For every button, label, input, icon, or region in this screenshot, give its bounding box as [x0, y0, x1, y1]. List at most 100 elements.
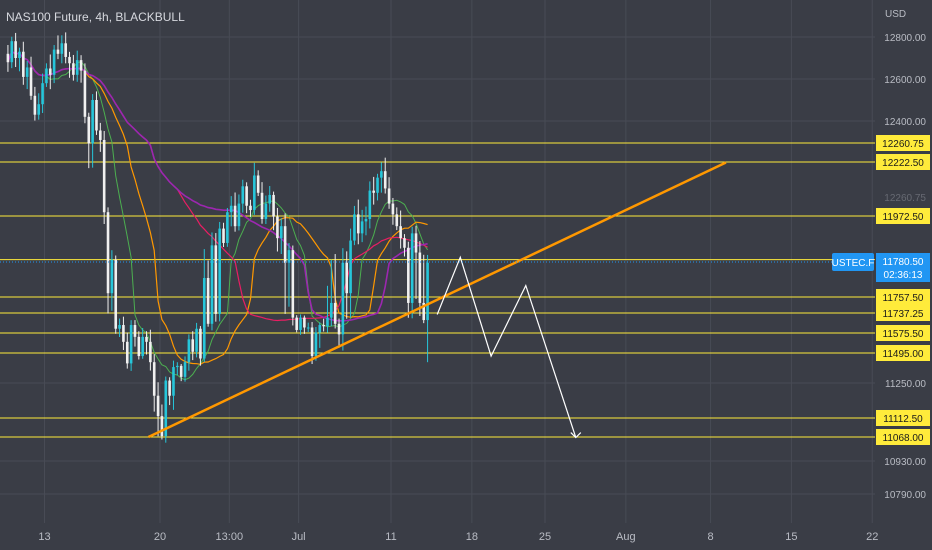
drawings	[147, 161, 727, 439]
candle-body	[168, 380, 171, 396]
time-axis[interactable]: 13 20 13:00 Jul 11 18 25 Aug 8 15 22	[38, 531, 878, 543]
time-tick-label: 13:00	[216, 531, 244, 543]
candle-body	[249, 205, 252, 211]
candle-body	[395, 214, 399, 227]
symbol-tag-text: USTEC.F	[832, 258, 875, 269]
candle-body	[206, 277, 210, 324]
countdown-text: 02:36:13	[884, 270, 923, 281]
candle-body	[152, 362, 156, 396]
candle-body	[222, 228, 225, 243]
candle-body	[368, 190, 372, 219]
candle-body	[376, 177, 379, 193]
price-tick-label: 12260.75	[884, 193, 926, 204]
candle-body	[60, 43, 64, 54]
candle-body	[410, 233, 414, 303]
candle-body	[330, 302, 333, 318]
currency-label: USD	[885, 9, 907, 20]
level-price-tag	[876, 208, 930, 224]
candle-body	[383, 171, 387, 189]
candle-body	[202, 277, 206, 359]
candle-body	[314, 332, 318, 357]
level-price-text: 11575.50	[883, 329, 924, 340]
current-price-text: 11780.50	[883, 257, 924, 268]
candle-body	[260, 192, 264, 219]
grid	[0, 0, 875, 523]
candle-body	[22, 51, 25, 77]
candle-body	[322, 325, 325, 327]
candle-body	[226, 212, 229, 243]
candle-body	[256, 175, 260, 193]
candle-body	[187, 339, 191, 363]
candle-body	[133, 325, 137, 337]
candle-body	[14, 41, 17, 58]
level-price-tag	[876, 135, 930, 151]
candle-body	[272, 194, 275, 217]
horizontal-levels	[0, 142, 875, 438]
candle-body	[45, 68, 48, 84]
price-tick-label: 12800.00	[884, 33, 926, 44]
candle-body	[199, 328, 202, 359]
candle-body	[268, 194, 272, 204]
candle-body	[241, 186, 245, 204]
candle-body	[10, 41, 14, 63]
candle-body	[48, 68, 52, 75]
candle-body	[125, 341, 129, 364]
candle-body	[364, 218, 368, 222]
candle-body	[6, 53, 10, 63]
price-tick-label: 10790.00	[884, 490, 926, 501]
candle-body	[310, 327, 314, 357]
candle-body	[326, 317, 329, 327]
level-price-tag	[876, 410, 930, 426]
candle-body	[337, 323, 341, 335]
candle-body	[191, 339, 195, 352]
projection-arrowhead	[570, 432, 582, 439]
candle-body	[145, 336, 148, 342]
candle-body	[172, 367, 175, 396]
candle-body	[295, 317, 298, 330]
candle-body	[414, 233, 418, 253]
level-price-text: 11495.00	[883, 349, 924, 360]
candle-body	[129, 325, 133, 364]
candle-body	[380, 171, 383, 178]
candle-body	[87, 116, 91, 144]
price-tick-label: 10930.00	[884, 457, 926, 468]
candle-body	[195, 328, 198, 352]
price-tick-label: 11250.00	[885, 379, 926, 390]
level-price-tag	[876, 429, 930, 445]
candle-body	[291, 250, 295, 318]
symbol-header[interactable]: NAS100 Future, 4h, BLACKBULL	[6, 10, 185, 24]
candle-body	[137, 336, 141, 357]
candle-body	[341, 262, 345, 335]
candle-body	[299, 317, 302, 330]
candle-body	[403, 238, 406, 248]
level-price-tag	[876, 325, 930, 341]
time-tick-label: 18	[466, 531, 478, 543]
time-tick-label: 13	[38, 531, 50, 543]
time-tick-label: 20	[154, 531, 166, 543]
level-price-tag	[876, 154, 930, 170]
level-price-text: 11972.50	[883, 212, 924, 223]
time-tick-label: Jul	[292, 531, 306, 543]
time-tick-label: 25	[539, 531, 551, 543]
candle-body	[29, 67, 33, 96]
candle-body	[18, 51, 21, 58]
candle-body	[79, 60, 83, 71]
candle-body	[99, 130, 102, 140]
level-price-text: 11737.25	[883, 309, 924, 320]
candle-body	[356, 214, 360, 234]
candle-body	[218, 228, 221, 314]
candle-body	[160, 416, 164, 437]
candle-body	[422, 302, 426, 321]
candle-body	[360, 221, 364, 234]
candle-body	[264, 203, 268, 219]
candle-body	[114, 259, 118, 329]
price-tick-label: 12400.00	[884, 117, 926, 128]
candle-body	[253, 175, 256, 211]
price-axis[interactable]: 12800.00 12600.00 12400.00 11250.00 10930.00…	[884, 33, 926, 501]
candle-body	[245, 186, 248, 206]
candle-body	[179, 365, 183, 377]
price-tick-label: 12600.00	[884, 75, 926, 86]
candle-body	[372, 190, 375, 193]
